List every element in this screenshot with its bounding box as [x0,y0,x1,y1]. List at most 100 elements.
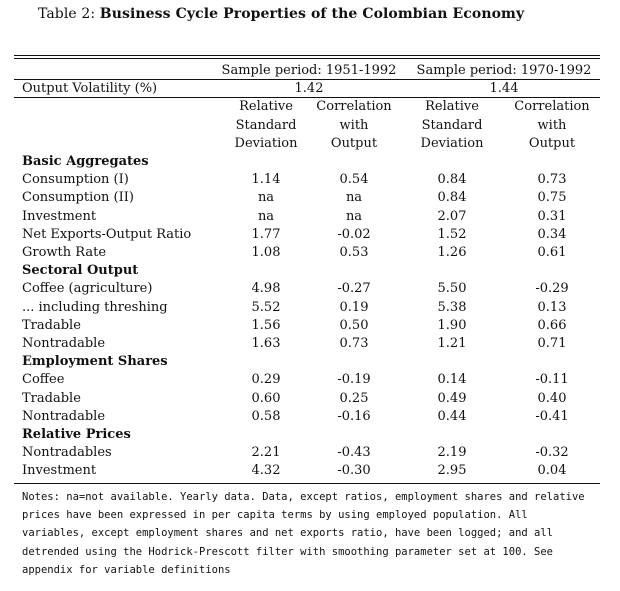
col-header-corr-1951-1: Correlation [316,99,392,114]
col-header-rsd-1970-1: Relative [425,99,479,114]
top-rule-1 [14,55,600,56]
top-rule-2 [14,58,600,59]
volatility-rule [14,97,600,98]
row-label: Tradable [22,390,81,406]
table-cell: 0.40 [537,390,567,406]
table-cell: 5.52 [251,299,281,315]
table-cell: -0.11 [535,372,569,388]
table-cell: 0.49 [437,390,467,406]
table-cell: -0.19 [337,372,371,388]
row-label: Tradable [22,317,81,333]
table-cell: -0.29 [535,281,569,297]
row-label: Consumption (II) [22,190,134,206]
table-cell: 0.84 [437,172,467,188]
row-label: Growth Rate [22,245,107,260]
table-cell: -0.43 [337,445,371,461]
table-cell: 0.34 [537,226,567,242]
table-cell: 0.58 [251,408,281,424]
table-cell: 2.07 [437,208,467,224]
table-cell: 0.29 [251,372,281,388]
row-label: Coffee [22,372,65,388]
table-cell: 1.90 [437,317,467,333]
table-cell: 2.21 [251,445,281,461]
table-cell: 1.56 [251,317,281,333]
bottom-rule [14,483,600,484]
period-header-1970: Sample period: 1970-1992 [416,63,592,78]
table-cell: 1.77 [251,226,281,242]
caption-title: Business Cycle Properties of the Colombi… [99,6,525,22]
table-cell: 5.50 [437,281,467,297]
col-header-rsd-1951-1: Relative [239,99,293,114]
section-header: Basic Aggregates [22,154,149,169]
table-cell: -0.02 [337,226,371,242]
col-header-corr-1970-1: Correlation [514,99,590,114]
table-cell: 0.71 [537,336,567,351]
row-label: Nontradable [22,336,106,351]
table-cell: -0.30 [337,463,371,479]
table-cell: na [345,208,363,224]
table-cell: 0.04 [537,463,567,479]
row-label: Nontradables [22,445,112,461]
table-cell: 1.08 [251,245,281,260]
table-cell: 0.75 [537,190,567,206]
output-volatility-label: Output Volatility (%) [22,81,158,96]
table-cell: 0.14 [437,372,467,388]
row-label: ... including threshing [22,299,168,315]
row-label: Coffee (agriculture) [22,281,153,297]
col-header-corr-1951-2: with [339,118,369,133]
section-header: Sectoral Output [22,263,139,279]
table-cell: 0.66 [537,317,567,333]
output-volatility-1970: 1.44 [489,81,519,96]
table-notes: Notes: na=not available. Yearly data. Da… [22,491,585,576]
table-cell: 0.53 [339,245,369,260]
table-cell: 0.54 [339,172,369,188]
caption-label: Table 2: [38,6,96,22]
table-cell: 0.84 [437,190,467,206]
table-cell: 0.19 [339,299,369,315]
table-cell: na [345,190,363,206]
table-cell: 0.73 [339,336,369,351]
output-volatility-1951: 1.42 [294,81,324,96]
table-cell: na [257,208,275,224]
row-label: Consumption (I) [22,172,129,188]
row-label: Investment [22,463,97,479]
table-cell: 0.73 [537,172,567,188]
table-cell: 4.32 [251,463,281,479]
period-rule [14,79,600,80]
table-cell: 0.61 [537,245,567,260]
table-cell: na [257,190,275,206]
table-cell: 1.52 [437,226,467,242]
row-label: Nontradable [22,408,106,424]
row-label: Investment [22,208,97,224]
table-cell: -0.27 [337,281,371,297]
table-cell: 2.95 [437,463,467,479]
col-header-rsd-1951-2: Standard [235,118,297,133]
row-label: Net Exports-Output Ratio [22,226,192,242]
table-cell: -0.32 [535,445,569,461]
table-cell: 2.19 [437,445,467,461]
col-header-corr-1951-3: Output [330,136,378,151]
table-cell: 5.38 [437,299,467,315]
table-cell: -0.41 [535,408,569,424]
table-cell: 0.50 [339,317,369,333]
table-cell: 4.98 [251,281,281,297]
table-cell: 1.26 [437,245,467,260]
table-cell: 0.31 [537,208,567,224]
table-caption: Table 2: Business Cycle Properties of th… [38,6,524,22]
col-header-corr-1970-2: with [537,118,567,133]
col-header-rsd-1951-3: Deviation [234,136,298,151]
table-cell: 0.25 [339,390,369,406]
table-cell: 1.63 [251,336,281,351]
table-cell: 0.60 [251,390,281,406]
col-header-corr-1970-3: Output [528,136,576,151]
table-cell: 1.14 [251,172,281,188]
table-cell: 0.13 [537,299,567,315]
table-cell: 1.21 [437,336,467,351]
col-header-rsd-1970-2: Standard [421,118,483,133]
table-cell: -0.16 [337,408,371,424]
table-cell: 0.44 [437,408,467,424]
section-header: Relative Prices [22,427,131,442]
period-header-1951: Sample period: 1951-1992 [221,63,397,78]
section-header: Employment Shares [22,354,168,370]
col-header-rsd-1970-3: Deviation [420,136,484,151]
